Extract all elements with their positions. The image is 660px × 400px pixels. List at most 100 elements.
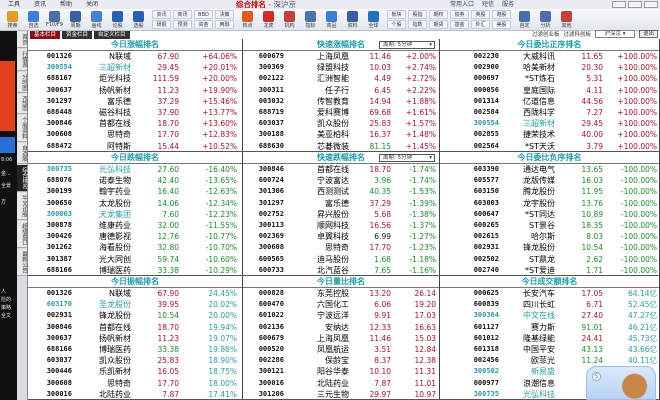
stock-row[interactable]: 601022 宁波远洋 9.91 17.03	[243, 310, 439, 321]
toolbar-button-analysis[interactable]: 分析	[535, 9, 556, 30]
stock-row[interactable]: 002615 哈尔斯 8.03 -100.00%	[440, 231, 659, 242]
stock-row[interactable]: 600470 六国化工 6.06 19.20	[243, 299, 439, 310]
toolbar-small-button[interactable]: 债券	[450, 10, 469, 19]
stock-row[interactable]: 000828 东莞控股 13.20 26.14	[243, 288, 439, 299]
toolbar-small-button[interactable]: 期货	[429, 20, 448, 29]
stock-row[interactable]: 603390 通达电气 13.65 -100.00%	[440, 164, 659, 175]
stock-row[interactable]: 300364 中文在线 27.40 47.27亿	[440, 310, 659, 321]
vtab-9[interactable]: 最新公告	[17, 249, 27, 277]
toolbar-small-button[interactable]: 指数	[408, 20, 427, 29]
toolbar-small-button[interactable]: 英股	[471, 10, 490, 19]
pet-bubble-icon[interactable]: S	[592, 372, 601, 381]
filter-star-checkbox[interactable]: 过滤科创板	[563, 32, 591, 38]
period-select[interactable]: 周期: 5分钟 ▾	[379, 41, 435, 49]
stock-row[interactable]: 603150 腾龙股份 11.95 -100.00%	[440, 186, 659, 197]
stock-row[interactable]: 300637 扬帆新材 11.23 +19.90%	[28, 85, 242, 96]
stock-row[interactable]: 601012 隆基绿能 24.41 45.73亿	[440, 333, 659, 344]
stock-row[interactable]: 600265 ST景谷 18.35 -100.00%	[440, 220, 659, 231]
stock-row[interactable]: 300637 扬帆新材 11.23 19.07%	[28, 333, 242, 344]
toolbar-small-button[interactable]: 研报	[152, 20, 171, 29]
stock-row[interactable]: 000697 *ST炼石 5.31 +100.00%	[440, 73, 659, 84]
stock-row[interactable]: 600679 上海凤凰 11.46 15.03	[243, 333, 439, 344]
stock-row[interactable]: 300735 光弘科技	[440, 389, 659, 400]
stock-row[interactable]: 600733 北汽蓝谷 7.65 -1.16%	[243, 265, 439, 276]
stock-row[interactable]: 002855 捷荣技术 40.00 +100.00%	[440, 129, 659, 140]
minimize-button[interactable]	[612, 1, 626, 8]
stock-row[interactable]: 603037 凯众股份 25.83 +1.57%	[243, 118, 439, 129]
stock-row[interactable]: 300426 唐德影视 12.76 -10.77%	[28, 231, 242, 242]
stock-row[interactable]: 002931 锋龙股份 10.54 20.00%	[28, 310, 242, 321]
toolbar-button-star[interactable]: 自选	[23, 9, 44, 30]
stock-row[interactable]: 601318 中国平安 43.13 43.66亿	[440, 344, 659, 355]
stock-row[interactable]: 688448 磁谷科技 37.90 +13.77%	[28, 107, 242, 118]
market-select[interactable]: 沪深京 ▾	[594, 30, 635, 38]
toolbar-small-button[interactable]: 决策	[215, 10, 234, 19]
stock-row[interactable]: 688630 芯碁微装 81.15 +1.45%	[243, 141, 439, 152]
tab-1[interactable]: 资金栏目	[62, 31, 93, 39]
vtab-2[interactable]: 分时图	[17, 71, 27, 93]
stock-row[interactable]: 688076 诺泰生物 42.40 -13.65%	[28, 175, 242, 186]
menu-item[interactable]: 帮助	[60, 1, 73, 8]
toolbar-small-button[interactable]: 两融	[215, 20, 234, 29]
stock-row[interactable]: 000625 长安汽车 17.05 64.14亿	[440, 288, 659, 299]
stock-row[interactable]: 300735 光弘科技 27.60 -16.40%	[28, 164, 242, 175]
title-link[interactable]: 常用入口	[450, 1, 475, 8]
stock-row[interactable]: 300311 任子行 6.45 +2.22%	[243, 85, 439, 96]
stock-row[interactable]: 301262 海看股份 32.80 -10.70%	[28, 242, 242, 253]
toolbar-small-button[interactable]: 个股	[387, 20, 406, 29]
stock-row[interactable]: 002456 欧菲光 11.24 40.11亿	[440, 355, 659, 366]
stock-row[interactable]: 300554 三超新材 29.45 +20.01%	[28, 62, 242, 73]
vtab-4[interactable]: 个股资料	[17, 114, 27, 142]
stock-row[interactable]: 605577 龙版传媒 16.03 -100.00%	[440, 175, 659, 186]
stock-row[interactable]: 300369 绿盟科技 10.03 +2.74%	[243, 62, 439, 73]
toolbar-small-button[interactable]: 基金	[450, 20, 469, 29]
toolbar-small-button[interactable]: 期权	[429, 10, 448, 19]
stock-row[interactable]: 300199 翰宇药业 16.40 -12.63%	[28, 186, 242, 197]
toolbar-button-chat[interactable]: 论股	[107, 9, 128, 30]
stock-row[interactable]: 002502 ST鼎龙 2.62 -100.00%	[440, 254, 659, 265]
stock-row[interactable]: 300016 北陆药业 7.87 17.41%	[28, 389, 242, 400]
toolbar-button-bank[interactable]: 机构	[279, 9, 300, 30]
stock-row[interactable]: 000056 皇庭国际 4.11 +100.00%	[440, 85, 659, 96]
stock-row[interactable]: 301206 三元生物 29.97 10.97	[243, 389, 439, 400]
toolbar-button-book[interactable]: 商品	[321, 9, 342, 30]
toolbar-button-dragon[interactable]: 龙虎	[258, 9, 279, 30]
stock-row[interactable]: 600679 上海凤凰 11.46 +2.00%	[243, 51, 439, 62]
stock-row[interactable]: 600565 迪马股份 1.68 -1.18%	[243, 254, 439, 265]
stock-row[interactable]: 600839 四川长虹 6.71 52.45亿	[440, 299, 659, 310]
stock-row[interactable]: 300554 三超新材 29.45 +100.00%	[440, 118, 659, 129]
stock-row[interactable]: 688719 爱科赛博 69.68 +1.61%	[243, 107, 439, 118]
filter-gem-checkbox[interactable]: 过滤创业板	[531, 32, 560, 38]
stock-row[interactable]: 300650 太龙股份 14.06 -12.34%	[28, 198, 242, 209]
stock-row[interactable]: 002122 汇洲智能 4.49 +2.72%	[243, 73, 439, 84]
stock-row[interactable]: 300608 思特奇 17.70 18.00%	[28, 378, 242, 389]
stock-row[interactable]: 300121 阳谷华泰 10.10 11.31	[243, 366, 439, 377]
stock-row[interactable]: 301297 富乐德 37.29 +15.46%	[28, 96, 242, 107]
tab-0[interactable]: 基本栏目	[30, 31, 61, 39]
stock-row[interactable]: 001326 N联域 67.90 24.45%	[28, 288, 242, 299]
stock-row[interactable]: 300846 首都在线 18.70 -1.74%	[243, 164, 439, 175]
stock-row[interactable]: 002286 保龄宝 8.37 12.38	[243, 355, 439, 366]
toolbar-button-pc[interactable]: 指标	[300, 9, 321, 30]
stock-row[interactable]: 002931 锋龙股份 10.54 -100.00%	[440, 242, 659, 253]
stock-row[interactable]: 603170 圣龙股份 39.95 20.02%	[28, 299, 242, 310]
toolbar-small-button[interactable]: 板块	[387, 10, 406, 19]
stock-row[interactable]: 603003 龙宇股份 13.76 -100.00%	[440, 198, 659, 209]
stock-row[interactable]: 301306 西测测试 40.35 -1.53%	[243, 186, 439, 197]
toolbar-button-clock[interactable]: 周期	[65, 9, 86, 30]
stock-row[interactable]: 300608 思特奇 17.70 +12.83%	[28, 129, 242, 140]
title-link[interactable]: 服务	[502, 1, 515, 8]
stock-row[interactable]: 300113 顺网科技 16.56 -1.37%	[243, 220, 439, 231]
stock-row[interactable]: 600724 宁波富达 3.96 -1.74%	[243, 175, 439, 186]
toolbar-button-chart[interactable]: 资料	[342, 9, 363, 30]
vtab-6[interactable]: 综合排名	[17, 165, 27, 193]
toolbar-small-button[interactable]: BBD	[194, 10, 213, 19]
tab-2[interactable]: 自定义栏目	[94, 31, 130, 39]
stock-row[interactable]: 300063 天龙集团 7.60 -12.23%	[28, 209, 242, 220]
period-select[interactable]: 周期: 5分钟 ▾	[379, 154, 435, 162]
toolbar-button-pen[interactable]: 画线	[86, 9, 107, 30]
toolbar-small-button[interactable]: 港股	[492, 10, 511, 19]
stock-row[interactable]: 688166 博瑞医药 33.38 19.86%	[28, 344, 242, 355]
stock-row[interactable]: 301387 光大同创 59.74 -10.60%	[28, 254, 242, 265]
toolbar-button-search[interactable]: 搜索	[2, 9, 23, 30]
